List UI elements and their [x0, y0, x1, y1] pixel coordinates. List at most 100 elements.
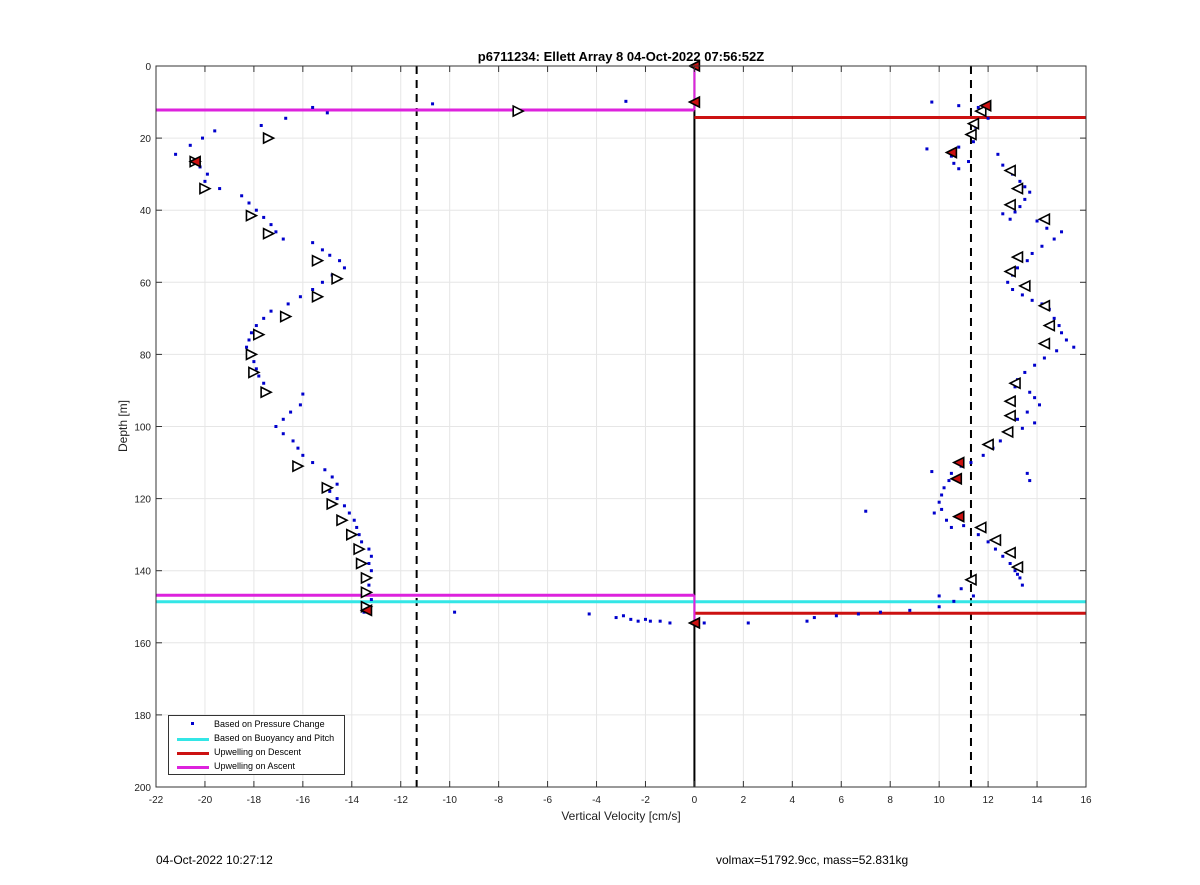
- pressure-point: [952, 161, 956, 165]
- pressure-point: [658, 619, 662, 623]
- pressure-point: [1023, 370, 1027, 374]
- pressure-point: [311, 105, 315, 109]
- pressure-point: [274, 230, 278, 234]
- pressure-point: [240, 194, 244, 198]
- pressure-point: [949, 525, 953, 529]
- pressure-point: [932, 511, 936, 515]
- descent-buoyancy-marker: [1003, 198, 1016, 212]
- pressure-point: [1038, 403, 1041, 407]
- pressure-point: [1011, 288, 1015, 292]
- legend-label: Based on Buoyancy and Pitch: [214, 733, 335, 743]
- pressure-point: [320, 280, 324, 284]
- ascent-buoyancy-marker: [331, 272, 344, 285]
- legend-item-ascent: Upwelling on Ascent: [169, 760, 344, 773]
- buoyancy-markers-layer: [188, 59, 1056, 630]
- x-tick-label: -6: [543, 795, 552, 806]
- pressure-point: [281, 417, 285, 421]
- ascent-buoyancy-marker: [245, 209, 259, 222]
- pressure-point: [188, 143, 192, 147]
- pressure-point: [1001, 212, 1005, 216]
- pressure-point: [1020, 426, 1024, 430]
- ascent-buoyancy-marker: [252, 328, 266, 341]
- y-tick-label: 20: [140, 134, 152, 145]
- pressure-point: [834, 614, 838, 618]
- descent-buoyancy-marker: [964, 573, 977, 587]
- x-tick-label: 0: [692, 795, 698, 806]
- pressure-point: [1072, 345, 1076, 349]
- pressure-point: [301, 392, 305, 396]
- y-tick-label: 60: [140, 278, 152, 289]
- ascent-buoyancy-marker: [248, 366, 261, 379]
- descent-buoyancy-marker: [973, 521, 987, 534]
- pressure-point: [335, 497, 339, 501]
- pressure-point: [352, 518, 356, 522]
- pressure-point: [291, 439, 295, 443]
- pressure-point: [453, 610, 457, 614]
- pressure-point: [213, 129, 217, 133]
- footer-timestamp: 04-Oct-2022 10:27:12: [156, 853, 273, 867]
- pressure-point: [959, 587, 963, 591]
- pressure-point: [262, 215, 266, 219]
- pressure-point: [937, 500, 941, 504]
- descent-buoyancy-marker: [1010, 182, 1024, 195]
- pressure-point: [981, 453, 985, 457]
- pressure-point: [325, 111, 329, 115]
- x-tick-label: 10: [934, 795, 946, 806]
- ascent-buoyancy-marker: [262, 227, 276, 240]
- pressure-point: [360, 540, 364, 544]
- descent-buoyancy-marker: [1042, 319, 1056, 332]
- legend-label: Based on Pressure Change: [214, 719, 325, 729]
- x-tick-label: -12: [394, 795, 409, 806]
- x-tick-label: -2: [641, 795, 650, 806]
- pressure-point: [311, 288, 315, 292]
- y-tick-label: 160: [134, 639, 151, 650]
- x-tick-label: -14: [345, 795, 360, 806]
- pressure-point: [201, 136, 204, 140]
- pressure-point: [342, 266, 346, 270]
- descent-buoyancy-marker: [988, 533, 1002, 547]
- pressure-point: [1013, 569, 1017, 573]
- upwelling-event-marker: [949, 472, 963, 486]
- ascent-buoyancy-marker: [292, 459, 305, 473]
- pressure-point: [367, 547, 371, 551]
- ascent-buoyancy-marker: [512, 104, 525, 118]
- x-tick-label: -8: [494, 795, 503, 806]
- ascent-buoyancy-marker: [345, 528, 359, 541]
- pressure-point: [1060, 331, 1064, 335]
- y-tick-label: 100: [134, 423, 151, 434]
- pressure-point: [986, 116, 990, 120]
- legend-line-icon: [177, 752, 209, 755]
- x-tick-label: -20: [198, 795, 213, 806]
- x-tick-label: 12: [983, 795, 995, 806]
- pressure-point: [1025, 410, 1029, 414]
- pressure-point: [971, 594, 975, 598]
- pressure-point: [971, 140, 975, 144]
- pressure-point: [1030, 298, 1034, 302]
- chart-title: p6711234: Ellett Array 8 04-Oct-2022 07:…: [478, 49, 764, 64]
- pressure-point: [930, 470, 934, 474]
- x-tick-label: 16: [1080, 795, 1092, 806]
- footer-info: volmax=51792.9cc, mass=52.831kg: [716, 853, 909, 867]
- descent-buoyancy-marker: [1003, 265, 1016, 278]
- ascent-buoyancy-marker: [353, 542, 366, 556]
- pressure-point: [940, 507, 944, 511]
- pressure-point: [254, 324, 258, 328]
- pressure-point: [976, 533, 980, 537]
- pressure-point: [1035, 219, 1039, 223]
- descent-buoyancy-marker: [1037, 299, 1051, 313]
- pressure-point: [203, 179, 207, 183]
- pressure-point: [702, 621, 706, 625]
- pressure-point: [930, 100, 934, 104]
- pressure-point: [908, 608, 912, 612]
- pressure-point: [355, 525, 359, 529]
- pressure-point: [969, 461, 973, 465]
- ascent-buoyancy-marker: [311, 254, 325, 267]
- pressure-point: [281, 432, 285, 436]
- ascent-buoyancy-marker: [260, 385, 273, 399]
- y-tick-label: 80: [140, 350, 152, 361]
- legend-item-descent: Upwelling on Descent: [169, 746, 344, 759]
- descent-buoyancy-marker: [1037, 337, 1051, 350]
- y-tick-label: 120: [134, 495, 151, 506]
- pressure-point: [323, 468, 327, 472]
- pressure-point: [1060, 230, 1064, 234]
